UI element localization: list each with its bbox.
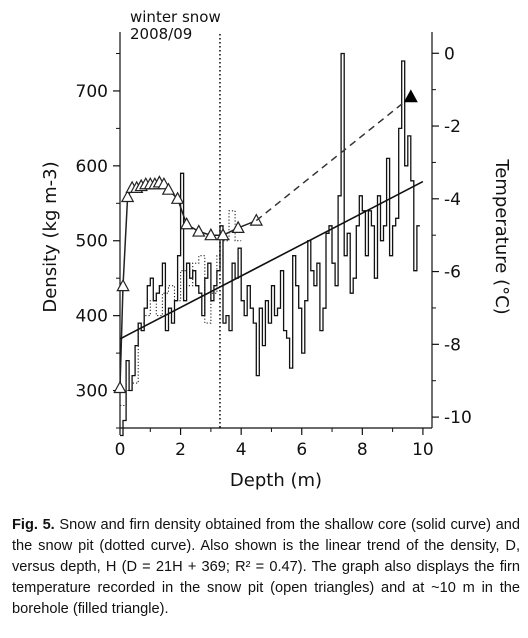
y-left-tick-label: 400 <box>76 307 108 327</box>
snow-pit-temperature-point <box>113 380 127 394</box>
density-temperature-chart: 0 2 4 6 8 10 300 400 500 600 700 0 -2 -4 -6 -8 -10 Depth … <box>40 8 512 491</box>
snow-pit-temperature-point <box>116 278 130 292</box>
shallow-core-density-curve <box>120 52 420 437</box>
snow-pit-temperature-point <box>192 224 206 237</box>
snow-pit-temperature-point <box>161 182 176 195</box>
annotation-line-1: winter snow <box>130 8 221 26</box>
y-left-tick-label: 700 <box>76 82 108 102</box>
x-tick-label: 6 <box>296 440 307 460</box>
snow-pit-temperature-point <box>204 227 218 241</box>
y-left-tick-label: 300 <box>76 382 108 402</box>
y-right-tick-label: 0 <box>444 44 455 64</box>
snow-pit-temperature-point <box>170 191 185 204</box>
borehole-temperature-point <box>403 89 418 103</box>
snow-pit-temperature-point <box>231 220 245 234</box>
y-left-axis-label: Density (kg m-3) <box>40 161 61 312</box>
y-right-axis-label: Temperature (°C) <box>491 158 512 314</box>
x-tick-label: 10 <box>412 440 434 460</box>
y-left-tick-label: 500 <box>76 232 108 252</box>
density-trend-line <box>119 180 424 340</box>
caption-text: Snow and firn density obtained from the … <box>12 517 520 617</box>
annotation-line-2: 2008/09 <box>130 25 192 43</box>
y-left-tick-label: 600 <box>76 157 108 177</box>
temperature-dashed-line <box>255 96 412 222</box>
snow-pit-temperature-point <box>120 189 135 203</box>
snow-pit-temperature-line <box>119 181 257 389</box>
x-tick-label: 0 <box>115 440 126 460</box>
x-tick-label: 4 <box>236 440 247 460</box>
x-tick-label: 2 <box>175 440 186 460</box>
y-right-tick-label: -10 <box>444 408 472 428</box>
snow-pit-temperature-point <box>179 217 194 230</box>
figure-caption: Fig. 5. Snow and firn density obtained f… <box>12 515 520 620</box>
y-right-tick-label: -4 <box>444 190 461 210</box>
snow-pit-temperature-point <box>216 227 230 241</box>
y-right-tick-label: -8 <box>444 335 461 355</box>
y-right-tick-label: -6 <box>444 263 461 283</box>
caption-label: Fig. 5. <box>12 517 55 533</box>
x-axis-label: Depth (m) <box>230 470 322 491</box>
x-tick-label: 8 <box>357 440 368 460</box>
y-right-tick-label: -2 <box>444 117 461 137</box>
